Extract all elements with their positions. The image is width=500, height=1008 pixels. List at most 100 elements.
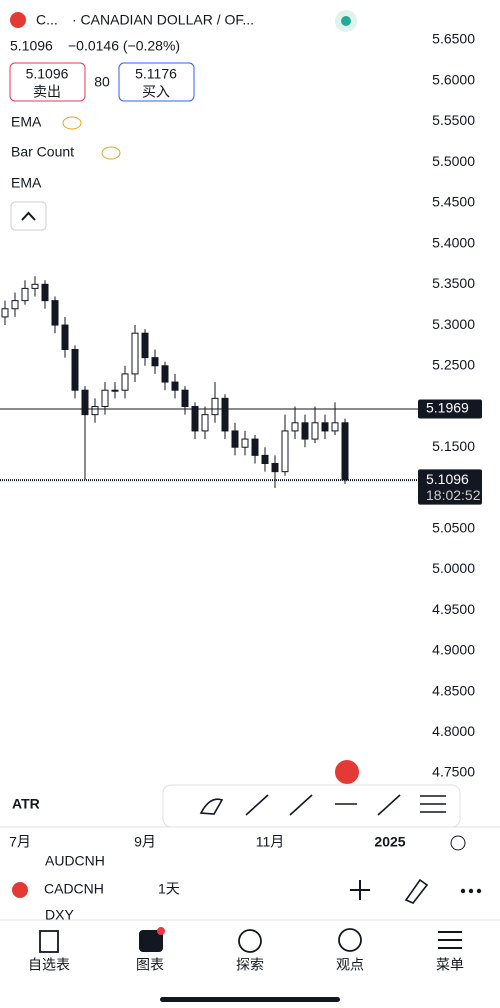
draw-icon[interactable]: [404, 878, 429, 904]
fib-tool[interactable]: [420, 795, 446, 813]
candle-body: [191, 406, 199, 432]
add-icon[interactable]: [350, 880, 370, 900]
y-tick-label: 5.2500: [432, 356, 475, 372]
price-tag-time: 18:02:52: [426, 487, 481, 503]
price-tag: [418, 470, 482, 505]
last-price: 5.1096: [10, 38, 53, 54]
hidden-icon[interactable]: [101, 146, 121, 160]
y-tick-label: 5.0000: [432, 560, 475, 576]
arrow-tool[interactable]: [377, 794, 401, 816]
candle-body: [321, 422, 329, 432]
watchlist-peek: AUDCNH: [45, 853, 105, 869]
candle-body: [181, 389, 189, 408]
watermark: ATR: [12, 796, 40, 812]
flag-icon: [335, 760, 359, 784]
symbol-title[interactable]: · CANADIAN DOLLAR / OF...: [72, 12, 254, 28]
watchlist-peek: DXY: [45, 907, 74, 923]
hidden-icon[interactable]: [62, 116, 82, 130]
status-dot: [341, 16, 351, 26]
sell-button[interactable]: [9, 62, 86, 102]
watchlist-icon[interactable]: [39, 930, 59, 953]
candle-body: [1, 308, 9, 318]
candle-body: [101, 389, 109, 408]
candle-body: [211, 397, 219, 416]
candle-body: [71, 348, 79, 391]
nav-label[interactable]: 自选表: [28, 957, 70, 973]
y-tick-label: 4.9000: [432, 642, 475, 658]
candle-body: [311, 422, 319, 440]
indicator[interactable]: Bar Count: [11, 144, 74, 160]
explore-icon[interactable]: [238, 929, 262, 953]
brush-tool[interactable]: [199, 798, 224, 815]
symbol[interactable]: CADCNH: [44, 881, 104, 897]
y-tick-label: 5.5500: [432, 112, 475, 128]
y-tick-label: 4.9500: [432, 601, 475, 617]
y-tick-label: 5.3500: [432, 275, 475, 291]
nav-label[interactable]: 观点: [336, 957, 364, 973]
candle-body: [271, 463, 279, 473]
y-tick-label: 5.4000: [432, 234, 475, 250]
flag-icon: [10, 12, 26, 28]
candle-body: [291, 422, 299, 432]
candle-body: [241, 438, 249, 448]
ray-tool[interactable]: [289, 794, 313, 816]
y-tick-label: 4.8500: [432, 682, 475, 698]
nav-label[interactable]: 菜单: [436, 957, 464, 973]
menu-icon[interactable]: [438, 931, 462, 949]
y-tick-label: 5.3000: [432, 316, 475, 332]
y-tick-label: 5.5000: [432, 153, 475, 169]
trend-tool[interactable]: [245, 794, 269, 816]
candle-body: [41, 283, 49, 302]
indicator[interactable]: EMA: [11, 175, 42, 191]
buy-button[interactable]: [118, 62, 195, 102]
candle-body: [341, 422, 349, 481]
y-tick-label: 5.6500: [432, 31, 475, 47]
candle-body: [31, 283, 39, 289]
candle-body: [261, 454, 269, 465]
candle-body: [171, 381, 179, 391]
candle-body: [21, 287, 29, 302]
y-tick-label: 5.6000: [432, 71, 475, 87]
candle-body: [251, 438, 259, 456]
nav-label[interactable]: 图表: [136, 957, 164, 973]
more-icon[interactable]: [460, 888, 482, 894]
ideas-icon[interactable]: [338, 928, 362, 952]
price-tag-label: 5.1969: [426, 400, 469, 416]
candle-body: [91, 406, 99, 416]
buy-price: 5.1176: [135, 66, 177, 82]
home-indicator: [160, 997, 340, 1002]
candle-body: [151, 357, 159, 367]
settings-icon[interactable]: [450, 835, 466, 851]
chart-icon[interactable]: [139, 930, 163, 952]
candle-body: [61, 324, 69, 350]
candle-body: [281, 430, 289, 473]
collapse-button[interactable]: [10, 201, 47, 231]
candle-body: [231, 430, 239, 448]
flag-icon: [12, 882, 28, 898]
candle-body: [331, 422, 339, 432]
candle-body: [11, 300, 19, 310]
sell-label: 卖出: [33, 84, 61, 100]
toolbar-icons: [199, 794, 446, 816]
candle-body: [141, 332, 149, 359]
x-tick-label: 9月: [134, 834, 156, 850]
candle-body: [131, 332, 139, 375]
candle-body: [81, 389, 89, 416]
buy-label: 买入: [142, 84, 170, 100]
interval[interactable]: 1天: [158, 881, 180, 897]
symbol-short[interactable]: C...: [36, 12, 58, 28]
drawing-toolbar: [162, 784, 461, 828]
plot: 5.6500 5.6000 5.5500 5.5000 5.4500 5.4000 5.35…: [0, 31, 482, 780]
candle-body: [161, 365, 169, 383]
y-tick-label: 5.1500: [432, 438, 475, 454]
spread: 80: [94, 74, 110, 90]
price-change: −0.0146 (−0.28%): [68, 38, 180, 54]
price-tag: [418, 399, 482, 419]
indicator[interactable]: EMA: [11, 114, 42, 130]
nav-label[interactable]: 探索: [236, 957, 264, 973]
price-tag-label: 5.1096: [426, 471, 469, 487]
x-tick-label: 2025: [374, 834, 405, 850]
candle-body: [51, 300, 59, 326]
y-tick-label: 5.4500: [432, 194, 475, 210]
